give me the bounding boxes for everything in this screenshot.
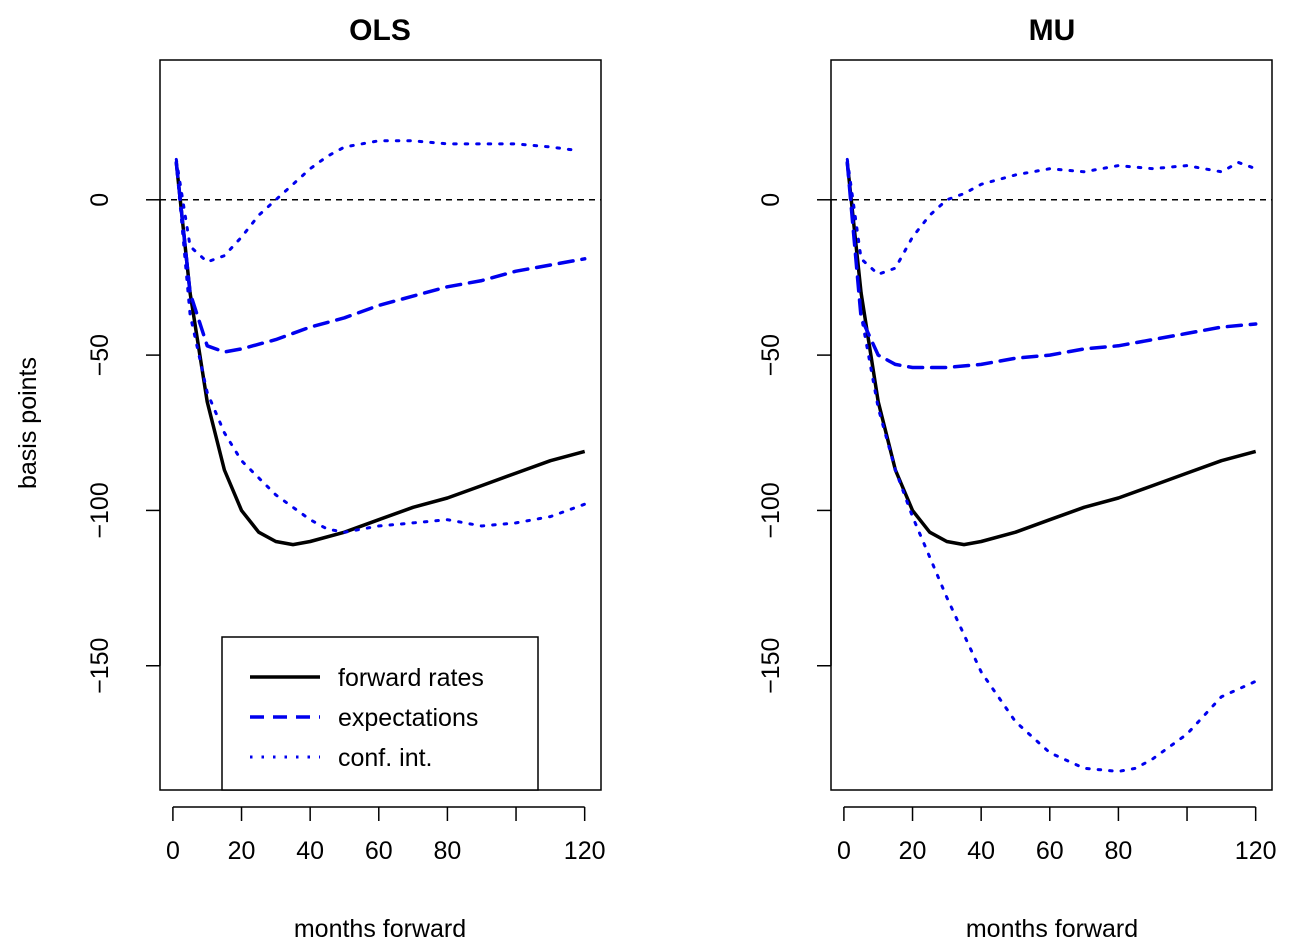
x-axis-label: months forward [966, 915, 1138, 943]
x-axis-label: months forward [294, 915, 466, 943]
y-tick-label: 0 [86, 193, 114, 207]
y-tick-label: −150 [757, 638, 785, 694]
series-line-conf-int-lower [845, 161, 1258, 773]
legend: forward rates expectations conf. int. [221, 636, 539, 791]
panel-ols: OLS months forward 0 20 40 60 80 120 0 −50 −100 −… [86, 14, 606, 943]
x-tick-label: 20 [228, 837, 256, 865]
legend-label-expect: expectations [338, 704, 478, 732]
legend-box [221, 636, 539, 791]
panel-mu: MU months forward 0 20 40 60 80 120 0 −50 −100 −1… [757, 14, 1277, 943]
x-tick-label: 40 [967, 837, 995, 865]
y-tick-label: −100 [86, 482, 114, 538]
series-line-conf-int-upper [845, 157, 1258, 276]
panel-title: MU [1029, 14, 1076, 47]
x-tick-label: 20 [899, 837, 927, 865]
x-tick-label: 80 [1105, 837, 1133, 865]
series-line-conf-int-upper [174, 139, 576, 264]
y-tick-label: 0 [757, 193, 785, 207]
y-tick-label: −50 [757, 334, 785, 376]
series-line-expectations [174, 160, 587, 354]
x-tick-label: 0 [837, 837, 851, 865]
y-tick-label: −150 [86, 638, 114, 694]
y-tick-label: −100 [757, 482, 785, 538]
x-tick-label: 120 [564, 837, 606, 865]
x-tick-label: 80 [434, 837, 462, 865]
x-tick-label: 60 [1036, 837, 1064, 865]
y-tick-label: −50 [86, 334, 114, 376]
x-tick-label: 120 [1235, 837, 1277, 865]
x-tick-label: 40 [296, 837, 324, 865]
y-axis-label: basis points [14, 357, 42, 489]
x-tick-label: 60 [365, 837, 393, 865]
x-tick-label: 0 [166, 837, 180, 865]
legend-label-forward: forward rates [338, 664, 484, 692]
series-line-forward-rates [174, 162, 586, 547]
panel-title: OLS [349, 14, 411, 47]
series-line-conf-int-lower [174, 161, 587, 534]
legend-label-conf: conf. int. [338, 744, 433, 772]
series-line-expectations [845, 160, 1258, 370]
